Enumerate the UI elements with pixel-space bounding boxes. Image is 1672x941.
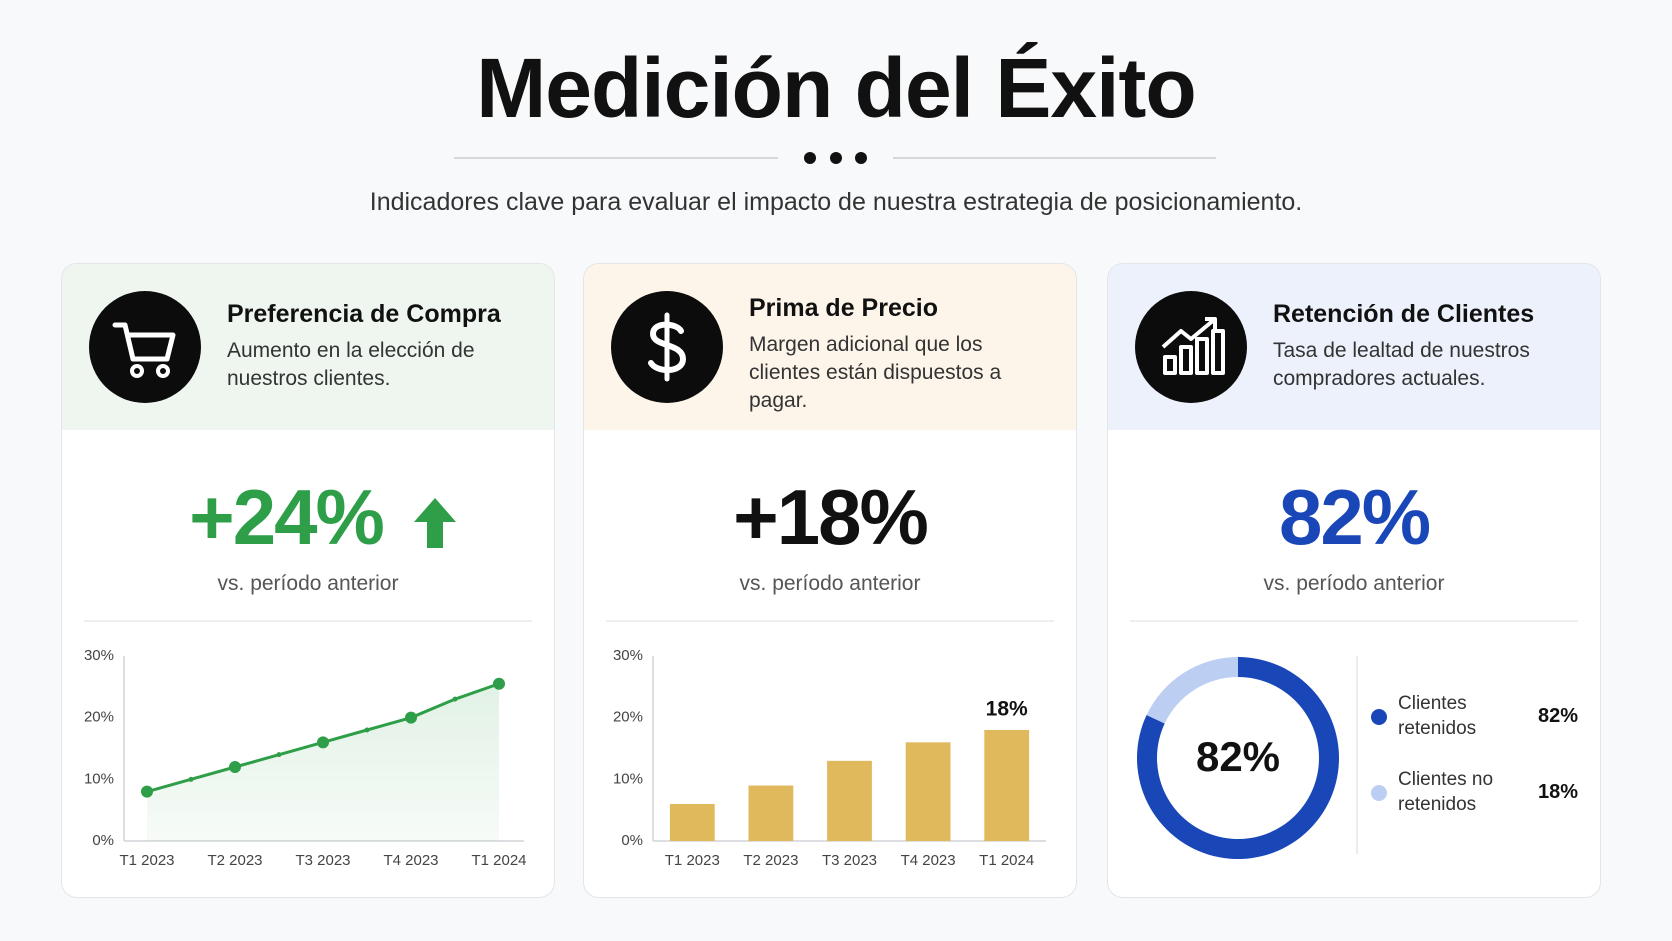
x-tick-label: T1 2024	[471, 852, 526, 869]
chart: 82%	[1130, 620, 1578, 860]
y-tick-label: 30%	[613, 647, 643, 664]
card-description: Tasa de lealtad de nuestros compradores …	[1273, 339, 1530, 390]
y-tick-label: 20%	[613, 709, 643, 726]
legend-value: 18%	[1537, 781, 1578, 803]
metric-note: vs. período anterior	[217, 572, 399, 595]
point	[452, 696, 458, 702]
legend-label: Clientes retenidos	[1398, 693, 1477, 739]
chart: 0% 10% 20% 30% T1 2023 T2 2023 T3 2023 T4 2023 T…	[84, 620, 532, 869]
x-tick-label: T4 2023	[383, 852, 438, 869]
x-tick-label: T3 2023	[295, 852, 350, 869]
card-title: Preferencia de Compra	[227, 300, 501, 328]
point	[317, 736, 329, 749]
chart: 0% 10% 20% 30% T1 2023 T2 2023 T3 2023 T4 2023 T…	[606, 620, 1054, 869]
dollar-icon	[611, 291, 723, 403]
point	[276, 752, 282, 758]
center-label: 82%	[1196, 733, 1280, 780]
up-arrow-icon	[414, 498, 456, 548]
y-tick-label: 30%	[84, 647, 114, 664]
y-tick-label: 10%	[613, 770, 643, 787]
point	[493, 677, 505, 690]
x-tick-label: T3 2023	[822, 852, 877, 869]
y-tick-label: 0%	[92, 832, 114, 849]
y-tick-label: 10%	[84, 770, 114, 787]
point	[229, 761, 241, 773]
legend-value: 82%	[1537, 705, 1578, 727]
donut-slice	[1146, 657, 1238, 724]
metric-note: vs. período anterior	[1263, 572, 1445, 595]
bar	[905, 742, 951, 841]
point	[364, 727, 370, 733]
metric: 82%	[1278, 473, 1431, 561]
page-subtitle: Indicadores clave para evaluar el impact…	[369, 188, 1303, 216]
metric: +24%	[189, 473, 385, 561]
card: Retención de Clientes Tasa de lealtad de…	[1107, 263, 1601, 898]
data-label: 18%	[986, 698, 1028, 721]
x-tick-label: T1 2023	[665, 852, 720, 869]
point	[405, 711, 417, 724]
legend-label: Clientes no retenidos	[1398, 769, 1494, 815]
x-tick-label: T1 2023	[119, 852, 174, 869]
legend-swatch	[1371, 709, 1387, 725]
growth-icon	[1135, 291, 1247, 403]
metric: +18%	[733, 473, 929, 561]
y-tick-label: 0%	[621, 832, 643, 849]
cart-icon	[89, 291, 201, 403]
card-title: Prima de Precio	[749, 294, 938, 322]
card-description: Aumento en la elección de nuestros clien…	[227, 339, 475, 390]
x-tick-label: T2 2023	[743, 852, 798, 869]
y-tick-label: 20%	[84, 709, 114, 726]
area	[147, 683, 499, 841]
card-title: Retención de Clientes	[1273, 300, 1535, 328]
x-tick-label: T1 2024	[979, 852, 1034, 869]
bar	[827, 760, 872, 841]
x-tick-label: T4 2023	[901, 852, 956, 869]
metric-note: vs. período anterior	[739, 572, 921, 595]
page-title: Medición del Éxito	[476, 41, 1196, 135]
bar	[984, 730, 1030, 841]
point	[141, 785, 153, 798]
card: Prima de Precio Margen adicional que los…	[583, 263, 1077, 898]
legend-swatch	[1371, 785, 1387, 801]
card: Preferencia de Compra Aumento en la elec…	[61, 263, 555, 898]
bar	[669, 804, 715, 841]
x-tick-label: T2 2023	[207, 852, 262, 869]
point	[188, 776, 194, 782]
title-divider	[454, 152, 1216, 164]
card-description: Margen adicional que los clientes están …	[749, 333, 1002, 412]
bar	[748, 785, 794, 841]
